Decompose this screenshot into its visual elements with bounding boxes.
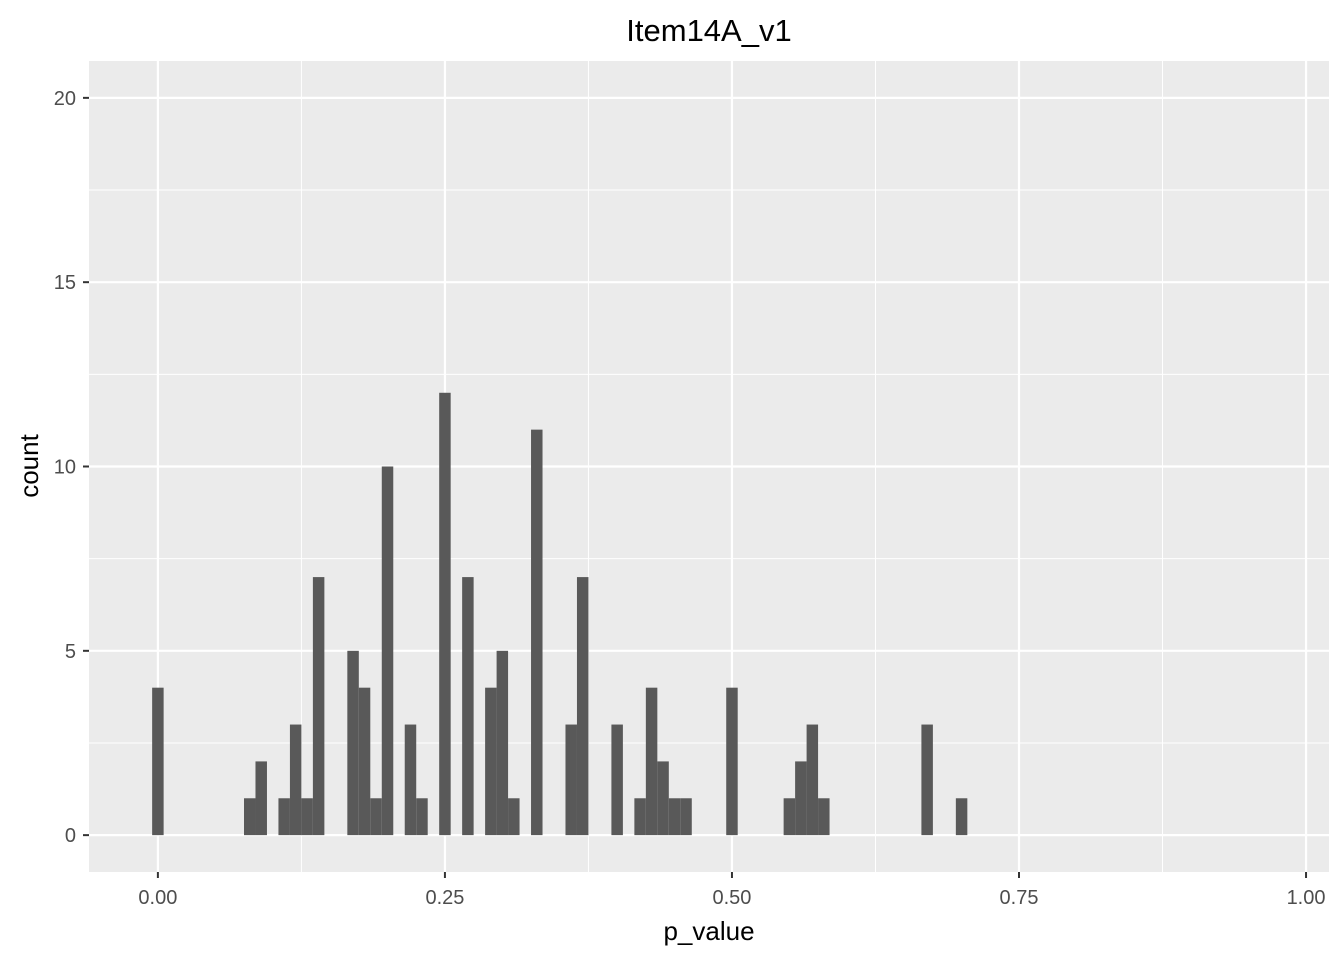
histogram-bar xyxy=(496,650,509,836)
histogram-bar xyxy=(289,724,302,836)
histogram-bar xyxy=(370,798,382,836)
histogram-bar xyxy=(508,798,520,836)
histogram-bar xyxy=(152,687,164,836)
histogram-bar xyxy=(680,798,692,836)
histogram-bar xyxy=(301,798,313,836)
histogram-bar xyxy=(726,687,738,836)
histogram-bar xyxy=(955,798,968,836)
histogram-bar xyxy=(255,761,267,836)
y-tick-label: 10 xyxy=(54,457,76,479)
histogram-bar xyxy=(783,798,796,836)
x-axis-title: p_value xyxy=(663,916,754,946)
y-axis-title: count xyxy=(14,433,44,497)
histogram-bar xyxy=(634,798,646,836)
histogram-bar xyxy=(485,687,497,836)
histogram-bar xyxy=(657,761,669,836)
chart-title: Item14A_v1 xyxy=(626,13,791,48)
histogram-bar xyxy=(668,798,681,836)
x-tick-label: 0.00 xyxy=(138,887,177,909)
histogram-bar xyxy=(921,724,933,836)
histogram-bar xyxy=(358,687,371,836)
histogram-bar xyxy=(818,798,830,836)
x-tick-label: 0.25 xyxy=(425,887,464,909)
x-tick-label: 0.75 xyxy=(1000,887,1039,909)
histogram-bar xyxy=(347,650,359,836)
histogram-bar xyxy=(576,577,589,836)
y-tick-label: 20 xyxy=(54,88,76,110)
histogram-bar xyxy=(462,577,474,836)
histogram-bar xyxy=(531,429,543,836)
histogram-bar xyxy=(278,798,290,836)
histogram-bar xyxy=(404,724,417,836)
y-axis: 0 5 10 15 20 xyxy=(54,88,89,847)
histogram-bar xyxy=(795,761,807,836)
histogram-bar xyxy=(381,466,394,836)
histogram-bar xyxy=(439,392,451,836)
histogram-bar xyxy=(565,724,577,836)
histogram-bar xyxy=(806,724,819,836)
y-tick-label: 5 xyxy=(65,641,76,663)
x-tick-label: 0.50 xyxy=(712,887,751,909)
histogram-bar xyxy=(416,798,428,836)
histogram-bar xyxy=(645,687,658,836)
y-tick-label: 0 xyxy=(65,825,76,847)
histogram-bar xyxy=(611,724,623,836)
histogram-bars xyxy=(152,392,968,836)
histogram-bar xyxy=(312,577,325,836)
y-tick-label: 15 xyxy=(54,272,76,294)
histogram-bar xyxy=(244,798,256,836)
x-tick-label: 1.00 xyxy=(1287,887,1326,909)
x-axis: 0.00 0.25 0.50 0.75 1.00 xyxy=(138,872,1326,909)
